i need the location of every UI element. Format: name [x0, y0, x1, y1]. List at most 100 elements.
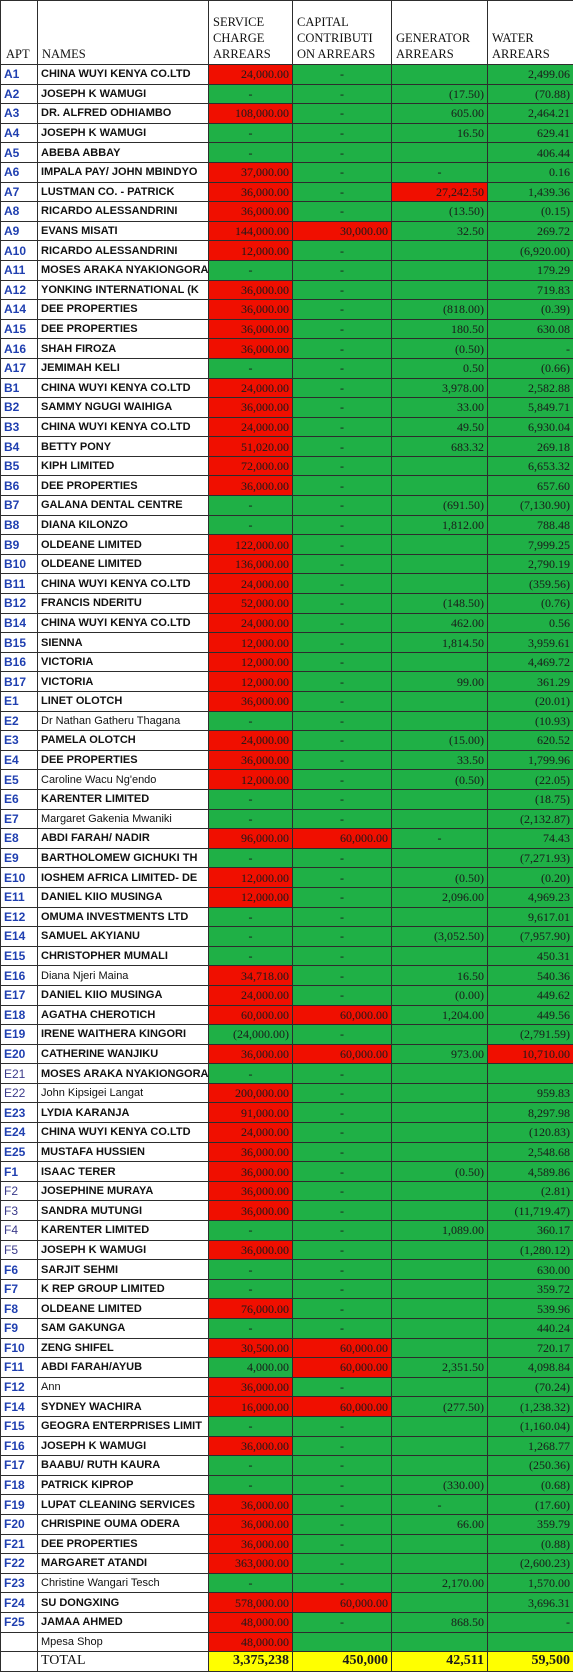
name-cell: SAMUEL AKYIANU [38, 927, 209, 947]
header-water: WATER ARREARS [488, 1, 573, 65]
service-charge-cell: 24,000.00 [209, 985, 293, 1005]
water-cell: (10.93) [488, 711, 573, 731]
service-charge-cell: 36,000.00 [209, 1514, 293, 1534]
water-cell: (70.88) [488, 84, 573, 104]
apt-cell: E23 [1, 1103, 38, 1123]
name-cell: IOSHEM AFRICA LIMITED- DE [38, 868, 209, 888]
service-charge-cell: 76,000.00 [209, 1299, 293, 1319]
capital-cell: - [293, 946, 392, 966]
capital-cell: - [293, 437, 392, 457]
capital-cell: - [293, 789, 392, 809]
apt-cell: E19 [1, 1025, 38, 1045]
capital-cell: - [293, 1221, 392, 1241]
capital-cell: - [293, 1240, 392, 1260]
water-cell: 630.00 [488, 1260, 573, 1280]
total-service-charge: 3,375,238 [209, 1652, 293, 1672]
generator-cell [392, 1201, 488, 1221]
capital-cell: - [293, 280, 392, 300]
capital-cell: - [293, 1475, 392, 1495]
apt-cell: E12 [1, 907, 38, 927]
name-cell: SAMMY NGUGI WAIHIGA [38, 398, 209, 418]
service-charge-cell: 36,000.00 [209, 319, 293, 339]
capital-cell: - [293, 1514, 392, 1534]
generator-cell [392, 907, 488, 927]
service-charge-cell: - [209, 260, 293, 280]
header-apt: APT [1, 1, 38, 65]
capital-cell: - [293, 65, 392, 85]
water-cell: 6,653.32 [488, 456, 573, 476]
apt-cell: A15 [1, 319, 38, 339]
water-cell: 2,582.88 [488, 378, 573, 398]
generator-cell [392, 789, 488, 809]
water-cell: 10,710.00 [488, 1044, 573, 1064]
name-cell: MUSTAFA HUSSIEN [38, 1142, 209, 1162]
apt-cell: A5 [1, 143, 38, 163]
generator-cell: 0.50 [392, 358, 488, 378]
generator-cell: 1,089.00 [392, 1221, 488, 1241]
capital-cell: - [293, 1495, 392, 1515]
generator-cell [392, 1456, 488, 1476]
capital-cell: - [293, 731, 392, 751]
apt-cell: E1 [1, 692, 38, 712]
name-cell: BAABU/ RUTH KAURA [38, 1456, 209, 1476]
name-cell: DEE PROPERTIES [38, 319, 209, 339]
apt-cell: B14 [1, 613, 38, 633]
name-cell: LINET OLOTCH [38, 692, 209, 712]
water-cell: 539.96 [488, 1299, 573, 1319]
apt-cell: E8 [1, 829, 38, 849]
service-charge-cell: - [209, 123, 293, 143]
capital-cell: - [293, 1416, 392, 1436]
water-cell: 269.18 [488, 437, 573, 457]
service-charge-cell: 96,000.00 [209, 829, 293, 849]
name-cell: DANIEL KIIO MUSINGA [38, 887, 209, 907]
capital-cell: - [293, 515, 392, 535]
apt-cell: B12 [1, 594, 38, 614]
water-cell: - [488, 339, 573, 359]
apt-cell [1, 1632, 38, 1652]
service-charge-cell: - [209, 1279, 293, 1299]
water-cell: (7,271.93) [488, 848, 573, 868]
name-cell: PAMELA OLOTCH [38, 731, 209, 751]
generator-cell [392, 65, 488, 85]
apt-cell: F15 [1, 1416, 38, 1436]
generator-cell: 868.50 [392, 1612, 488, 1632]
apt-cell: F4 [1, 1221, 38, 1241]
service-charge-cell: 36,000.00 [209, 398, 293, 418]
water-cell: 359.72 [488, 1279, 573, 1299]
apt-cell: E14 [1, 927, 38, 947]
water-cell [488, 1632, 573, 1652]
capital-cell: - [293, 907, 392, 927]
capital-cell: - [293, 1279, 392, 1299]
generator-cell [392, 1025, 488, 1045]
generator-cell: (17.50) [392, 84, 488, 104]
capital-cell [293, 1632, 392, 1652]
service-charge-cell: 30,500.00 [209, 1338, 293, 1358]
header-service-charge: SERVICE CHARGE ARREARS [209, 1, 293, 65]
capital-cell: - [293, 1573, 392, 1593]
name-cell: PATRICK KIPROP [38, 1475, 209, 1495]
name-cell: JOSEPH K WAMUGI [38, 1436, 209, 1456]
name-cell: SANDRA MUTUNGI [38, 1201, 209, 1221]
water-cell: (6,920.00) [488, 241, 573, 261]
water-cell: (2.81) [488, 1181, 573, 1201]
water-cell: 179.29 [488, 260, 573, 280]
water-cell: (0.68) [488, 1475, 573, 1495]
capital-cell: - [293, 1103, 392, 1123]
name-cell: OLDEANE LIMITED [38, 554, 209, 574]
name-cell: OLDEANE LIMITED [38, 1299, 209, 1319]
generator-cell [392, 143, 488, 163]
generator-cell [392, 1319, 488, 1339]
capital-cell: - [293, 84, 392, 104]
name-cell: YONKING INTERNATIONAL (K [38, 280, 209, 300]
generator-cell: 27,242.50 [392, 182, 488, 202]
